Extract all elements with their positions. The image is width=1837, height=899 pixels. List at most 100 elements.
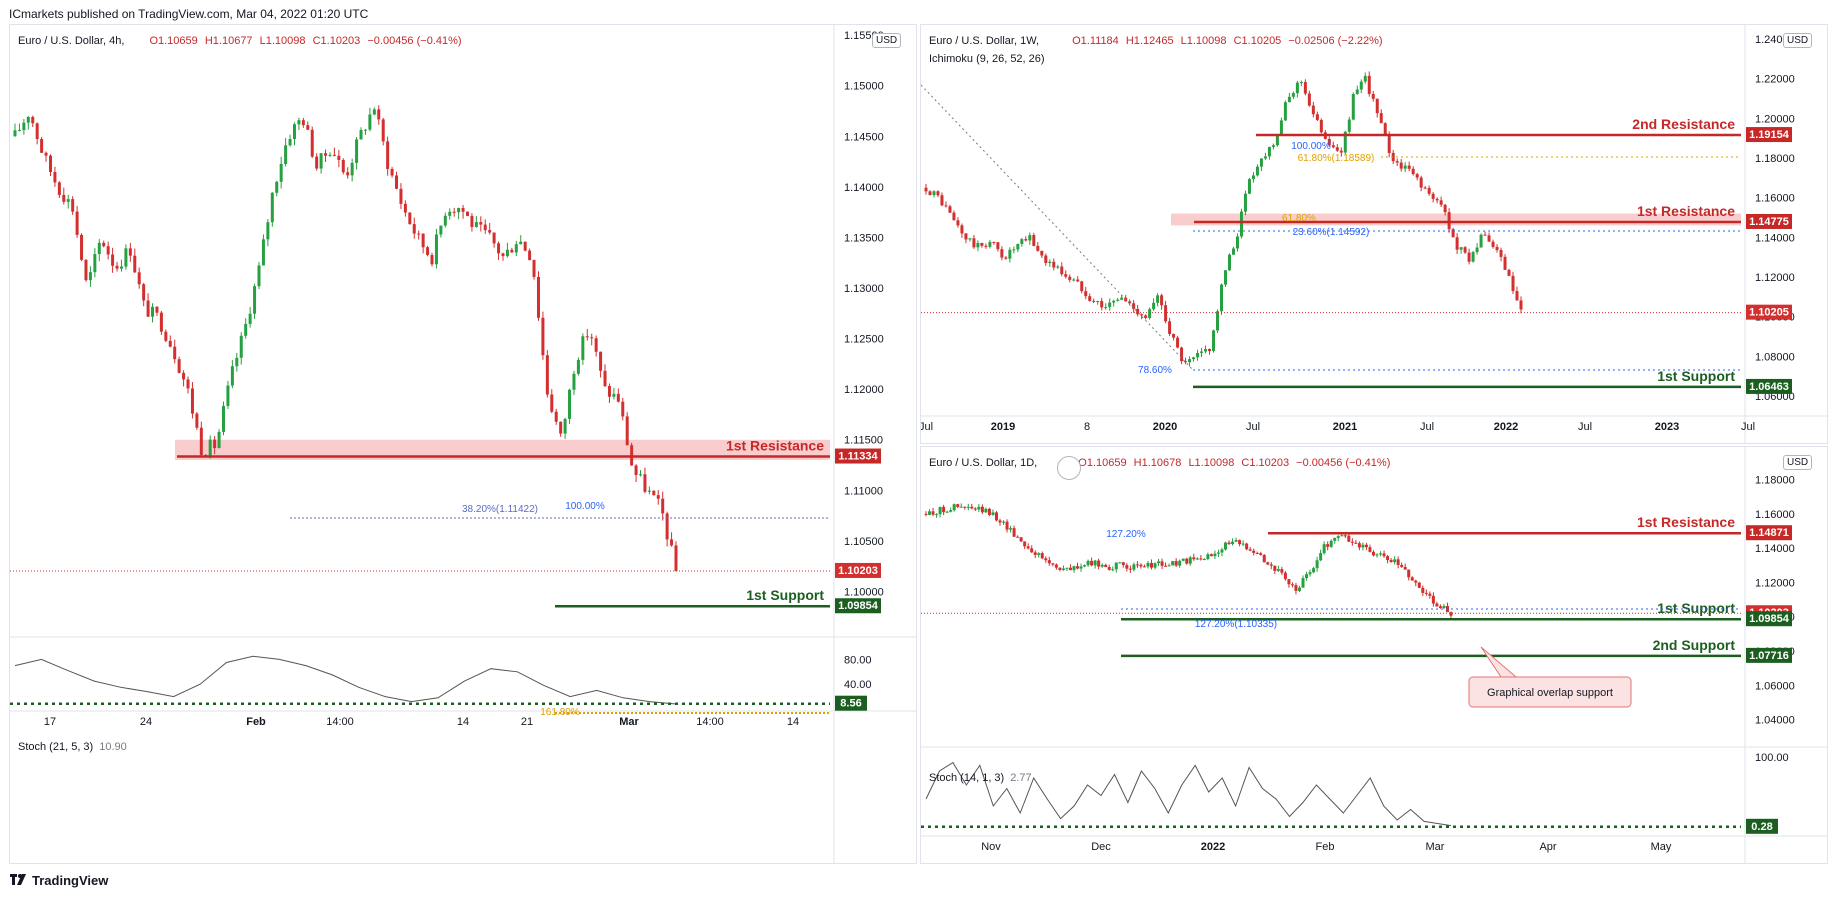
chart-canvas[interactable]: 1.155001.150001.145001.140001.135001.130… xyxy=(10,25,916,863)
candle-body xyxy=(992,241,996,243)
candle-body xyxy=(563,418,567,434)
currency-badge[interactable]: USD xyxy=(1783,33,1813,48)
y-tick-label: 1.10500 xyxy=(844,536,884,548)
stoch-line xyxy=(14,655,677,705)
currency-badge[interactable]: USD xyxy=(872,33,902,48)
candle-body xyxy=(1343,535,1347,537)
logo-text: TradingView xyxy=(32,873,109,888)
candle-body xyxy=(1204,348,1208,352)
price-badge xyxy=(1746,213,1792,229)
candle-body xyxy=(350,162,354,176)
candle-body xyxy=(1160,295,1164,306)
chart-panel-1d[interactable]: 1.180001.160001.140001.120001.100001.080… xyxy=(920,446,1828,864)
candle-body xyxy=(151,306,155,317)
chart-canvas[interactable]: 1.180001.160001.140001.120001.100001.080… xyxy=(921,447,1827,863)
candle-body xyxy=(1185,558,1189,564)
candle-body xyxy=(363,129,367,131)
price-badge xyxy=(1746,647,1792,663)
candle-body xyxy=(665,513,669,540)
loading-circle-icon[interactable] xyxy=(1057,456,1081,480)
stoch-tick-label: 40.00 xyxy=(844,679,872,691)
candle-body xyxy=(1072,566,1076,571)
candle-body xyxy=(581,336,585,360)
candle-body xyxy=(217,431,221,448)
candle-body xyxy=(1100,301,1104,308)
candle-body xyxy=(603,370,607,386)
candle-body xyxy=(1121,562,1125,566)
candle-body xyxy=(1459,247,1463,250)
candle-body xyxy=(1243,193,1247,212)
candle-body xyxy=(1051,563,1055,565)
chart-panel-1w[interactable]: 1.24000 1.22000 1.20000 1.18000 1.16000 1.140… xyxy=(920,24,1828,444)
candle-body xyxy=(519,241,523,245)
price-badge-text: 1.10205 xyxy=(1749,307,1789,319)
candle-body xyxy=(1128,301,1132,304)
candle-body xyxy=(996,242,1000,250)
candle-body xyxy=(1283,102,1287,121)
candle-body xyxy=(1443,204,1447,213)
candle-body xyxy=(1195,558,1199,560)
candle-body xyxy=(1132,564,1136,570)
candle-body xyxy=(1064,274,1068,277)
candle-body xyxy=(1295,82,1299,94)
candle-body xyxy=(956,504,960,507)
candle-body xyxy=(639,474,643,476)
candle-body xyxy=(1479,234,1483,248)
candle-body xyxy=(1315,560,1319,569)
y-tick-label: 1.14000 xyxy=(1755,232,1795,244)
candle-body xyxy=(1291,93,1295,97)
symbol-title: Euro / U.S. Dollar, 1W, xyxy=(929,35,1040,47)
candle-body xyxy=(1252,550,1256,553)
candle-body xyxy=(1266,562,1270,565)
candle-body xyxy=(261,239,265,266)
ohlc-open: O1.11184 xyxy=(1072,35,1119,47)
candle-body xyxy=(1139,564,1143,567)
candle-body xyxy=(275,181,279,193)
candle-body xyxy=(643,474,647,492)
x-tick-label: 2022 xyxy=(1201,841,1225,853)
candle-body xyxy=(1020,239,1024,244)
candle-body xyxy=(501,253,505,257)
y-tick-label: 1.20000 xyxy=(1755,113,1795,125)
candle-body xyxy=(1438,606,1442,608)
candle-body xyxy=(421,233,425,248)
candle-body xyxy=(970,506,974,509)
candle-body xyxy=(115,265,119,269)
candle-body xyxy=(1220,284,1224,312)
candle-body xyxy=(159,312,163,332)
candle-body xyxy=(1156,295,1160,303)
trend-line xyxy=(921,84,1194,371)
price-badge xyxy=(835,448,881,464)
stoch-value: 10.90 xyxy=(99,741,127,753)
candle-body xyxy=(940,195,944,206)
candle-body xyxy=(1104,307,1108,309)
candle-body xyxy=(1120,297,1124,300)
candle-body xyxy=(315,156,319,169)
candle-body xyxy=(408,212,412,225)
candle-body xyxy=(966,506,970,508)
candle-body xyxy=(22,122,26,131)
candle-body xyxy=(514,244,518,253)
fib-label: 38.20%(1.11422) xyxy=(462,504,538,515)
level-label-support: 1st Support xyxy=(746,587,824,603)
candle-body xyxy=(1319,119,1323,133)
resistance-zone xyxy=(1171,213,1741,226)
candle-body xyxy=(1044,558,1048,561)
candle-body xyxy=(137,272,141,285)
candle-body xyxy=(1499,249,1503,257)
chart-canvas[interactable]: 1.240001.220001.200001.180001.160001.140… xyxy=(921,25,1827,443)
currency-badge[interactable]: USD xyxy=(1783,455,1813,470)
chart-panel-4h[interactable]: 1.15500 1.15000 1.14500 1.14000 1.13500 1.130… xyxy=(9,24,917,864)
candle-body xyxy=(1140,314,1144,316)
tradingview-logo[interactable]: TradingView xyxy=(10,873,108,888)
candle-body xyxy=(470,215,474,227)
candle-body xyxy=(980,506,984,513)
candle-body xyxy=(1379,113,1383,124)
candle-body xyxy=(1507,269,1511,276)
candle-body xyxy=(1368,547,1372,552)
candle-body xyxy=(1093,560,1097,566)
candle-body xyxy=(607,385,611,397)
candle-body xyxy=(1125,565,1129,569)
candle-body xyxy=(956,220,960,226)
candle-body xyxy=(1297,587,1301,591)
